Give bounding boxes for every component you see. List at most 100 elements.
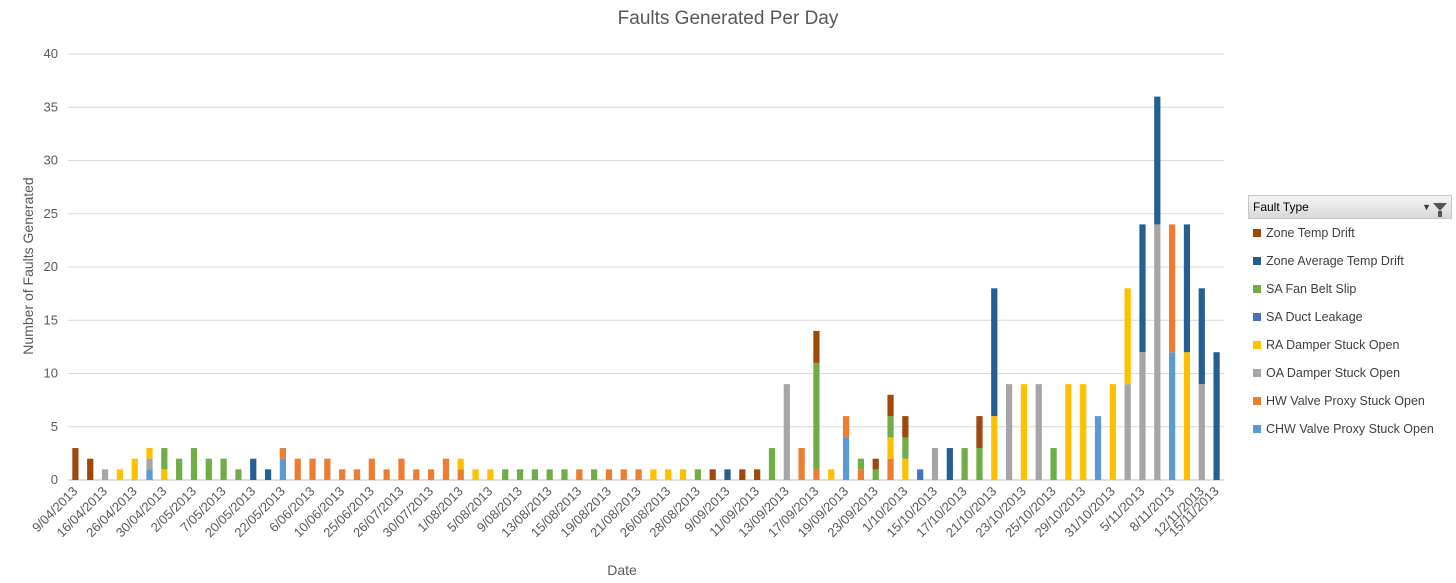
legend-swatch <box>1253 257 1261 265</box>
bar-segment <box>961 448 968 480</box>
bar-segment <box>250 458 257 480</box>
bar-segment <box>754 469 761 480</box>
legend-item: RA Damper Stuck Open <box>1248 331 1452 359</box>
bar-segment <box>398 458 405 480</box>
bar-segment <box>1124 384 1131 480</box>
legend: Fault Type ▼ Zone Temp Drift Zone Average… <box>1248 195 1452 443</box>
bar-segment <box>976 416 983 449</box>
legend-swatch <box>1253 229 1261 237</box>
y-tick-label: 15 <box>44 312 58 327</box>
bar-segment <box>427 469 435 480</box>
bar-segment <box>339 469 346 480</box>
bar-segment <box>902 458 909 480</box>
bar-segment <box>931 448 939 480</box>
y-tick-label: 5 <box>51 419 58 434</box>
bar-segment <box>724 469 731 480</box>
bar-segment <box>487 469 494 480</box>
bar-segment <box>768 448 776 480</box>
legend-label: Zone Average Temp Drift <box>1266 254 1404 268</box>
legend-label: OA Damper Stuck Open <box>1266 366 1401 380</box>
y-tick-label: 30 <box>44 153 58 168</box>
legend-label: Zone Temp Drift <box>1266 226 1355 240</box>
bar-segment <box>457 469 464 480</box>
bar-segment <box>531 469 538 480</box>
bar-segment <box>1213 352 1220 480</box>
bar-segment <box>1094 416 1102 480</box>
bar-segment <box>620 469 627 480</box>
bar-segment <box>161 448 168 470</box>
bar-segment <box>472 469 479 480</box>
bar-segment <box>146 448 153 459</box>
legend-item: OA Damper Stuck Open <box>1248 359 1452 387</box>
bar-segment <box>205 458 212 480</box>
bar-segment <box>1198 288 1205 385</box>
bar-segment <box>279 458 287 480</box>
bar-segment <box>264 469 272 480</box>
bar-segment <box>368 458 375 480</box>
bar-segment <box>442 458 450 480</box>
dropdown-icon[interactable]: ▼ <box>1422 202 1431 212</box>
bar-segment <box>353 469 361 480</box>
legend-swatch <box>1253 397 1261 405</box>
bar-segment <box>502 469 509 480</box>
bar-segment <box>887 416 894 438</box>
bar-segment <box>798 448 805 480</box>
bar-segment <box>413 469 420 480</box>
bar-segment <box>72 448 79 480</box>
legend-item: SA Fan Belt Slip <box>1248 275 1452 303</box>
legend-title: Fault Type <box>1253 200 1309 214</box>
legend-item: Zone Temp Drift <box>1248 219 1452 247</box>
y-axis-label: Number of Faults Generated <box>20 177 36 355</box>
legend-label: RA Damper Stuck Open <box>1266 338 1400 352</box>
bar-segment <box>161 469 168 480</box>
legend-label: CHW Valve Proxy Stuck Open <box>1266 422 1434 436</box>
y-tick-label: 20 <box>44 259 58 274</box>
legend-label: HW Valve Proxy Stuck Open <box>1266 394 1425 408</box>
bar-segment <box>561 469 568 480</box>
bar-segment <box>813 362 820 470</box>
bar-segment <box>842 437 850 480</box>
bar-segment <box>917 469 924 480</box>
y-tick-label: 25 <box>44 206 58 221</box>
bar-segment <box>828 469 835 480</box>
bar-segment <box>872 469 879 480</box>
legend-item: Zone Average Temp Drift <box>1248 247 1452 275</box>
bar-segment <box>1154 224 1161 480</box>
bar-segment <box>946 448 953 480</box>
legend-swatch <box>1253 313 1261 321</box>
y-tick-label: 35 <box>44 99 58 114</box>
bar-segment <box>176 458 183 480</box>
bar-segment <box>294 458 301 480</box>
bar-segment <box>813 469 820 480</box>
bar-segment <box>516 469 524 480</box>
legend-items: Zone Temp Drift Zone Average Temp Drift SA… <box>1248 219 1452 443</box>
bar-segment <box>1080 384 1087 480</box>
chart-title: Faults Generated Per Day <box>617 8 839 29</box>
legend-item: SA Duct Leakage <box>1248 303 1452 331</box>
bar-segment <box>1183 224 1191 353</box>
bar-segment <box>546 469 553 480</box>
bar-segment <box>902 437 909 459</box>
legend-header[interactable]: Fault Type ▼ <box>1248 195 1452 219</box>
bar-segment <box>1169 352 1176 480</box>
bar-segment <box>1020 384 1028 480</box>
bar-segment <box>1183 352 1191 480</box>
bar-segment <box>1198 384 1205 480</box>
y-tick-label: 0 <box>51 472 58 487</box>
bar-segment <box>1139 352 1146 480</box>
bar-segment <box>1035 384 1042 480</box>
legend-swatch <box>1253 369 1261 377</box>
bar-segment <box>813 330 820 363</box>
y-tick-label: 10 <box>44 366 58 381</box>
bar-segment <box>309 458 316 480</box>
legend-label: SA Duct Leakage <box>1266 310 1363 324</box>
legend-label: SA Fan Belt Slip <box>1266 282 1357 296</box>
bar-segment <box>783 384 790 480</box>
bar-segment <box>605 469 613 480</box>
filter-icon[interactable] <box>1433 203 1447 217</box>
bar-segment <box>383 469 390 480</box>
bar-segment <box>591 469 598 480</box>
bar-segment <box>146 458 153 470</box>
bar-segment <box>887 394 894 417</box>
bar-segment <box>887 458 894 480</box>
